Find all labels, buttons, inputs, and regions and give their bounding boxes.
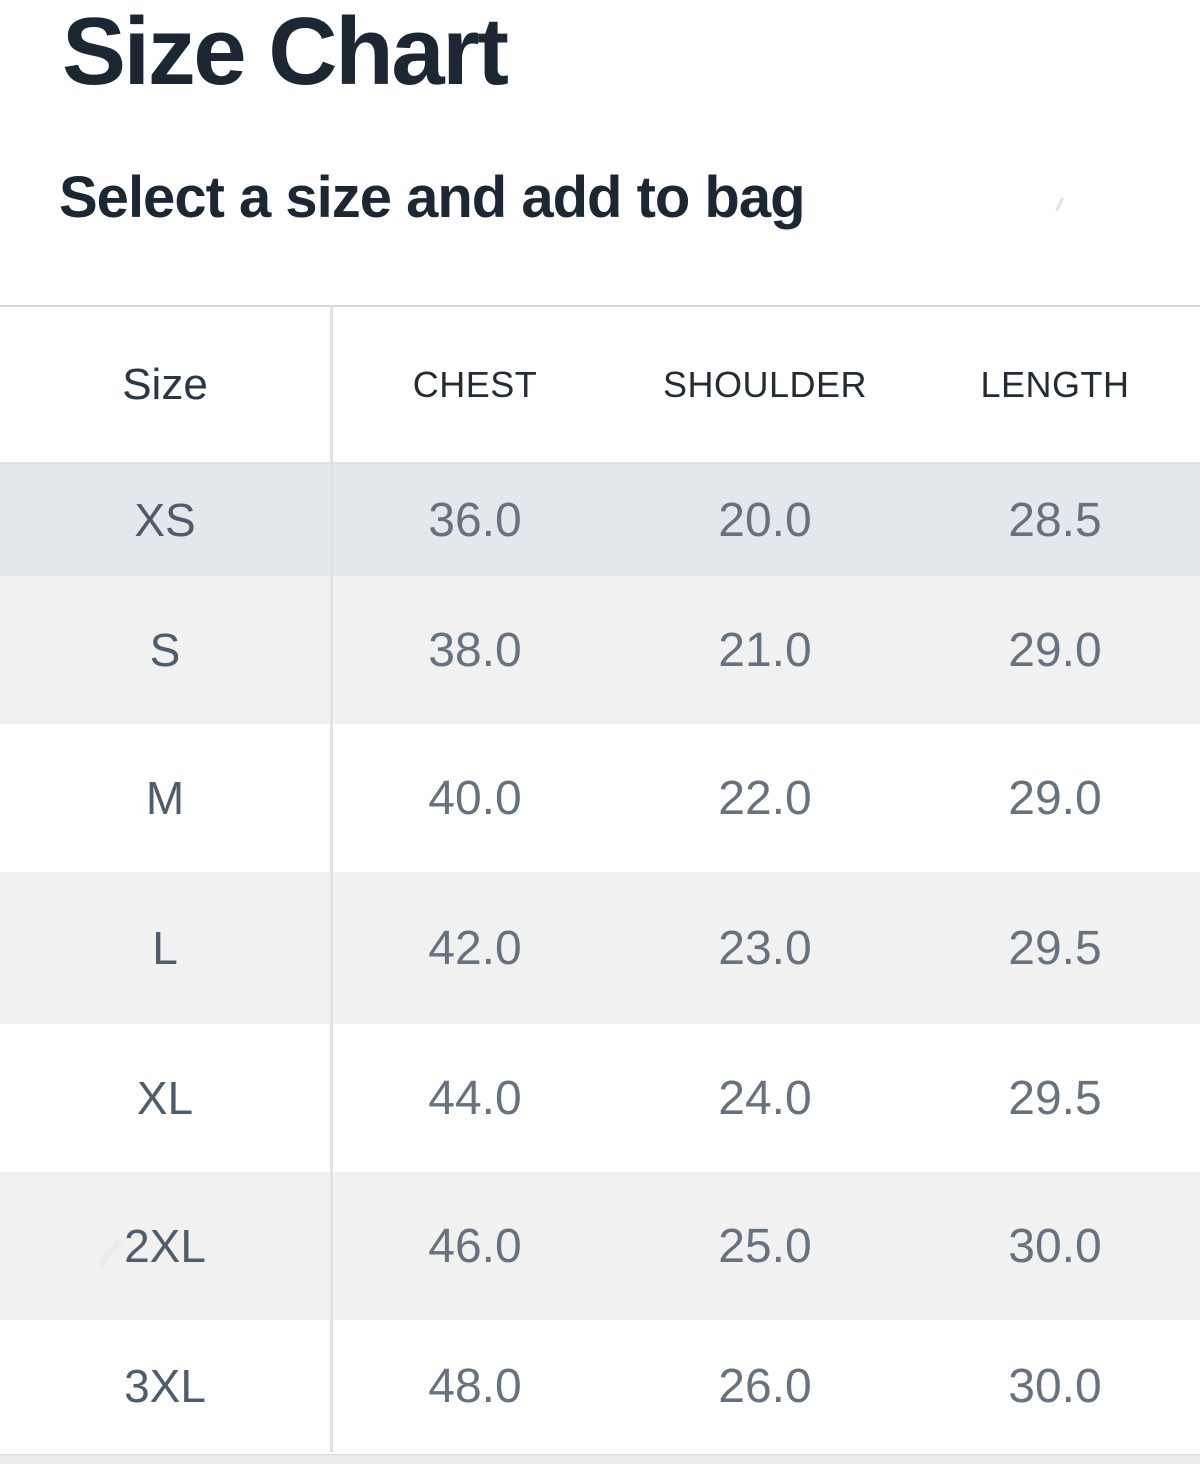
cell-length: 30.0 xyxy=(1008,1359,1102,1413)
stray-mark-top xyxy=(1054,197,1065,212)
cell-chest: 44.0 xyxy=(428,1071,522,1125)
cell-shoulder: 23.0 xyxy=(718,921,812,975)
column-header-length: LENGTH xyxy=(980,363,1130,405)
cell-size: XL xyxy=(136,1072,194,1124)
column-header-shoulder: SHOULDER xyxy=(662,363,868,405)
cell-shoulder: 22.0 xyxy=(718,771,812,825)
cell-shoulder: 24.0 xyxy=(718,1071,812,1125)
size-table: Size CHEST SHOULDER LENGTH XS 36.0 20.0 … xyxy=(0,305,1200,1452)
cell-chest: 48.0 xyxy=(428,1359,522,1413)
cell-shoulder: 26.0 xyxy=(718,1359,812,1413)
page-subtitle: Select a size and add to bag xyxy=(59,165,806,230)
size-table-header-row: Size CHEST SHOULDER LENGTH xyxy=(0,307,1200,464)
column-divider xyxy=(330,307,333,1452)
size-row-l[interactable]: L 42.0 23.0 29.5 xyxy=(0,872,1200,1024)
cell-chest: 40.0 xyxy=(428,771,522,825)
size-row-3xl[interactable]: 3XL 48.0 26.0 30.0 xyxy=(0,1320,1200,1452)
cell-length: 29.0 xyxy=(1008,771,1102,825)
cell-length: 30.0 xyxy=(1008,1219,1102,1273)
size-row-s[interactable]: S 38.0 21.0 29.0 xyxy=(0,576,1200,724)
size-row-2xl[interactable]: 2XL 46.0 25.0 30.0 xyxy=(0,1172,1200,1320)
cell-shoulder: 21.0 xyxy=(718,623,812,677)
bottom-edge-strip xyxy=(0,1454,1200,1464)
cell-chest: 42.0 xyxy=(428,921,522,975)
cell-length: 29.0 xyxy=(1008,623,1102,677)
cell-length: 29.5 xyxy=(1008,921,1102,975)
cell-length: 29.5 xyxy=(1008,1071,1102,1125)
size-row-xl[interactable]: XL 44.0 24.0 29.5 xyxy=(0,1024,1200,1172)
column-header-size: Size xyxy=(122,359,208,409)
cell-size: 2XL xyxy=(124,1220,206,1272)
size-row-xs[interactable]: XS 36.0 20.0 28.5 xyxy=(0,464,1200,576)
size-table-body: XS 36.0 20.0 28.5 S 38.0 21.0 29.0 M 40.… xyxy=(0,464,1200,1452)
cell-size: S xyxy=(149,624,181,676)
size-row-m[interactable]: M 40.0 22.0 29.0 xyxy=(0,724,1200,872)
cell-shoulder: 25.0 xyxy=(718,1219,812,1273)
cell-chest: 46.0 xyxy=(428,1219,522,1273)
cell-size: XS xyxy=(134,494,196,546)
cell-shoulder: 20.0 xyxy=(718,493,812,547)
cell-size: M xyxy=(145,772,185,824)
column-header-chest: CHEST xyxy=(412,363,538,405)
cell-chest: 38.0 xyxy=(428,623,522,677)
cell-length: 28.5 xyxy=(1008,493,1102,547)
page-title: Size Chart xyxy=(62,0,509,105)
cell-size: 3XL xyxy=(124,1360,206,1412)
cell-size: L xyxy=(152,922,178,974)
cell-chest: 36.0 xyxy=(428,493,522,547)
